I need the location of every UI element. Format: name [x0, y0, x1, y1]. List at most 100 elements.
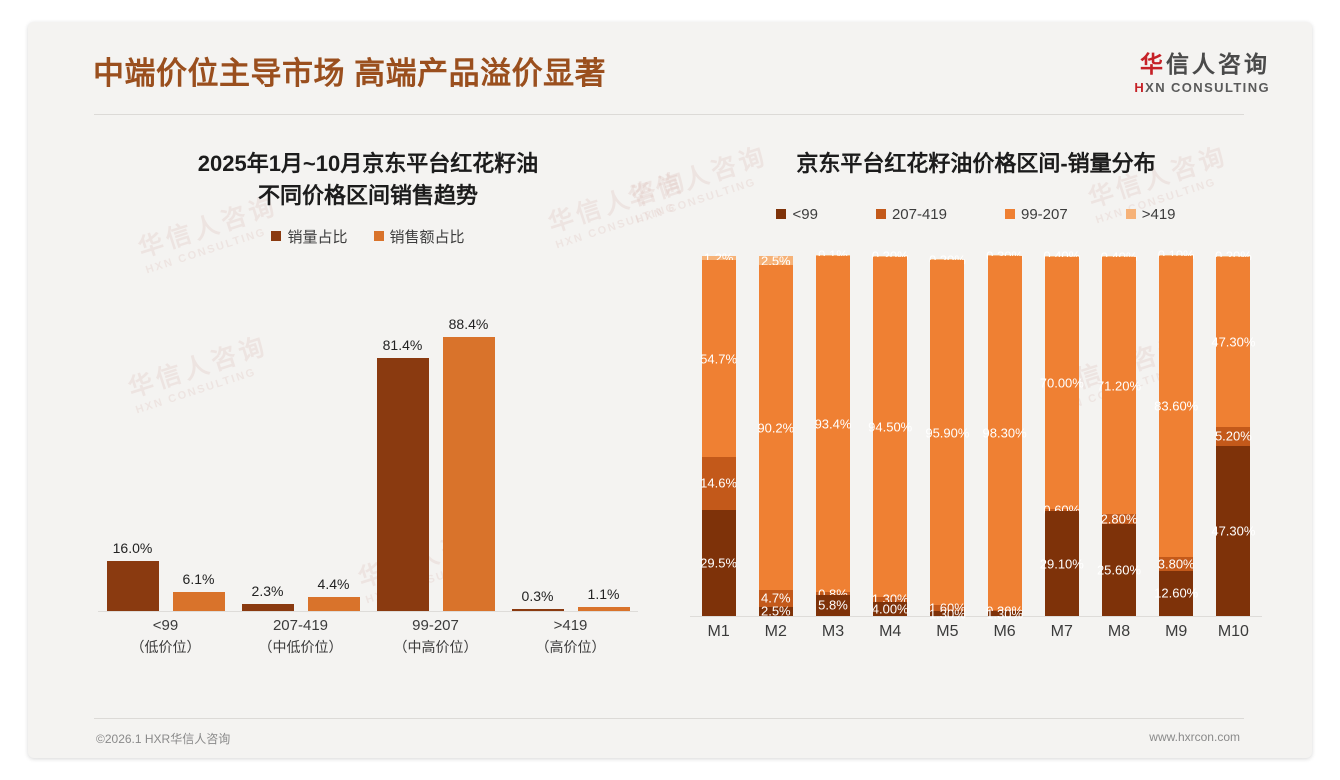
segment-value-label: 5.8% — [818, 597, 848, 613]
stacked-bar-column[interactable]: 0.20%95.90%1.60%1.30% — [925, 252, 969, 621]
x-axis-month-label: M3 — [821, 622, 845, 640]
right-chart-panel: 京东平台红花籽油价格区间-销量分布 <99 207-419 99-207 >419 1… — [676, 130, 1276, 720]
bar-value-label: 1.1% — [587, 586, 620, 603]
stacked-bar-segment[interactable]: 2.5% — [758, 253, 793, 268]
legend-label: 207-419 — [891, 205, 947, 223]
right-chart-legend-item[interactable]: >419 — [1125, 206, 1176, 223]
stacked-bar-segment[interactable]: 5.20% — [1215, 426, 1252, 446]
bar-column[interactable]: 0.3% — [511, 256, 564, 611]
stacked-bar-segment[interactable]: 29.10% — [1040, 511, 1084, 616]
stacked-bar-segment[interactable]: 14.6% — [700, 457, 737, 510]
x-axis-category-label: >419 — [553, 616, 588, 634]
stacked-bar-segment[interactable]: 12.60% — [1154, 570, 1198, 616]
right-chart-legend-item[interactable]: <99 — [776, 206, 818, 223]
x-axis-category: <99 （低价位） — [91, 615, 241, 659]
segment-value-label: 71.20% — [1096, 378, 1142, 393]
right-chart-legend-item[interactable]: 207-419 — [875, 205, 947, 223]
bar-column[interactable]: 4.4% — [307, 256, 360, 611]
segment-value-label: 47.30% — [1211, 523, 1256, 539]
stacked-bar-column[interactable]: 0.10%83.60%3.80%12.60% — [1154, 248, 1198, 616]
legend-label: 99-207 — [1021, 205, 1068, 223]
bar-value-label: 88.4% — [448, 315, 489, 332]
bar-rect[interactable] — [307, 597, 360, 611]
logo-english-red: H — [1134, 80, 1146, 96]
right-chart-title: 京东平台红花籽油价格区间-销量分布 — [676, 148, 1276, 180]
legend-swatch-icon — [1005, 209, 1015, 220]
bar-rect[interactable] — [442, 336, 495, 611]
stacked-bar-column[interactable]: 0.40%70.00%0.60%29.10% — [1040, 249, 1084, 616]
x-axis-month-label: M7 — [1050, 622, 1073, 640]
header-divider — [94, 114, 1244, 115]
segment-value-label: 1.30% — [986, 606, 1024, 622]
stacked-bar-column[interactable]: 0.30%98.30%0.30%1.30% — [983, 248, 1027, 621]
stacked-bar-segment[interactable]: 93.4% — [815, 255, 851, 593]
bar-rect[interactable] — [376, 358, 429, 611]
segment-value-label: 98.30% — [982, 425, 1027, 441]
bar-column[interactable]: 2.3% — [241, 256, 294, 611]
logo-english: HXN CONSULTING — [1134, 80, 1270, 95]
bar-rect[interactable] — [241, 603, 294, 611]
segment-value-label: 94.50% — [868, 419, 913, 435]
bar-column[interactable]: 6.1% — [172, 256, 225, 611]
x-axis-category-sublabel: （高价位） — [535, 639, 606, 656]
left-chart-title-line1: 2025年1月~10月京东平台红花籽油 — [197, 151, 539, 176]
website-link[interactable]: www.hxrcon.com — [1149, 730, 1240, 744]
stacked-bar-column[interactable]: 0.40%71.20%2.80%25.60% — [1097, 249, 1141, 616]
left-chart-title-line2: 不同价格区间销售趋势 — [257, 182, 478, 208]
stacked-bar-segment[interactable]: 47.30% — [1211, 256, 1255, 427]
bar-column[interactable]: 16.0% — [106, 256, 159, 611]
legend-swatch-icon — [373, 231, 384, 242]
x-axis-month-label: M5 — [936, 622, 959, 640]
left-chart-legend-item[interactable]: 销售额占比 — [373, 226, 465, 247]
bar-column[interactable]: 1.1% — [577, 256, 630, 611]
segment-value-label: 29.10% — [1039, 556, 1084, 572]
stacked-bar-segment[interactable]: 95.90% — [925, 260, 969, 606]
logo-chinese-rest: 信人咨询 — [1166, 51, 1270, 77]
legend-swatch-icon — [875, 209, 886, 220]
segment-value-label: 4.7% — [760, 590, 791, 606]
stacked-bar-segment[interactable]: 47.30% — [1211, 445, 1255, 616]
segment-value-label: 4.00% — [871, 601, 909, 617]
stacked-bar-segment[interactable]: 2.5% — [758, 604, 793, 619]
bar-value-label: 4.4% — [317, 576, 350, 593]
legend-label: 销售额占比 — [389, 228, 465, 246]
logo-english-rest: XN CONSULTING — [1145, 80, 1270, 96]
stacked-bar-column[interactable]: 0.1%93.4%0.8%5.8% — [815, 248, 851, 616]
right-chart-legend-item[interactable]: 99-207 — [1005, 206, 1068, 223]
bar-column[interactable]: 88.4% — [442, 256, 495, 611]
stacked-bar-segment[interactable]: 5.8% — [816, 595, 850, 616]
stacked-bar-segment[interactable]: 4.7% — [758, 589, 793, 607]
stacked-bar-segment[interactable]: 1.30% — [986, 606, 1023, 621]
x-axis-category-label: <99 — [152, 616, 179, 634]
left-chart-baseline — [98, 610, 638, 612]
stacked-bar-segment[interactable]: 29.5% — [700, 509, 737, 616]
left-chart-group: 2.3% 4.4% — [233, 256, 368, 611]
logo-chinese: 华信人咨询 — [1134, 51, 1270, 77]
left-chart-legend-item[interactable]: 销量占比 — [271, 226, 348, 247]
stacked-bar-segment[interactable]: 4.00% — [871, 601, 909, 617]
legend-swatch-icon — [776, 209, 787, 220]
bar-column[interactable]: 81.4% — [376, 256, 429, 611]
stacked-bar-segment[interactable]: 70.00% — [1040, 256, 1084, 509]
stacked-bar-column[interactable]: 1.2% 54.7% 14.6% 29.5% — [700, 251, 737, 616]
stacked-bar-segment[interactable]: 83.60% — [1154, 255, 1198, 557]
stacked-bar-segment[interactable]: 71.20% — [1097, 257, 1141, 514]
bar-rect[interactable] — [106, 561, 159, 611]
segment-value-label: 90.2% — [757, 420, 795, 436]
bar-rect[interactable] — [577, 607, 630, 611]
right-chart-x-axis: M1 M2 M3 M4 M5 M6 M7 M8 M9 M10 — [690, 623, 1262, 649]
stacked-bar-column[interactable]: 0.20%47.30%5.20%47.30% — [1211, 249, 1255, 616]
stacked-bar-segment[interactable]: 98.30% — [983, 256, 1027, 611]
bar-rect[interactable] — [172, 591, 225, 611]
stacked-bar-segment[interactable]: 94.50% — [868, 256, 912, 597]
stacked-bar-segment[interactable]: 54.7% — [700, 260, 737, 458]
stacked-bar-segment[interactable]: 90.2% — [757, 265, 795, 590]
stacked-bar-segment[interactable]: 3.80% — [1158, 556, 1195, 571]
stacked-bar-segment[interactable]: 2.80% — [1101, 511, 1138, 526]
stacked-bar-column[interactable]: 0.20%94.50%1.30%4.00% — [868, 249, 912, 617]
stacked-bar-segment[interactable]: 25.60% — [1097, 523, 1141, 616]
bar-rect[interactable] — [511, 608, 564, 611]
stacked-bar-segment[interactable]: 1.30% — [929, 606, 966, 621]
stacked-bar-column[interactable]: 2.5% 90.2% 4.7% 2.5% — [757, 253, 795, 619]
